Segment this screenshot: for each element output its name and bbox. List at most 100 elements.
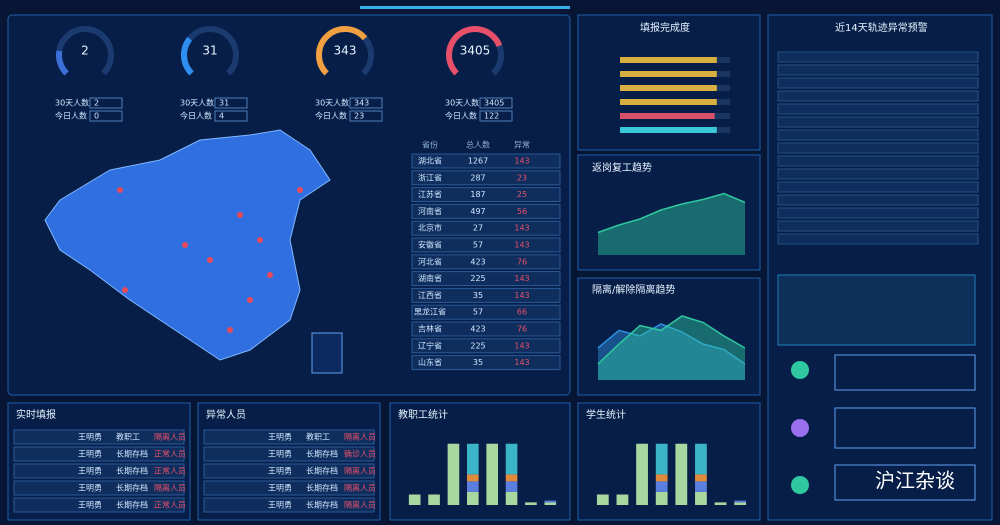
trajectory-row bbox=[777, 116, 979, 128]
table-cell: 35 bbox=[473, 358, 483, 367]
table-cell: 187 bbox=[470, 190, 485, 199]
table-cell: 湖北省 bbox=[418, 156, 442, 166]
bar bbox=[695, 474, 707, 482]
bar bbox=[544, 500, 557, 503]
bar bbox=[544, 502, 557, 505]
bar bbox=[467, 443, 479, 475]
list-cell: 王明勇 bbox=[78, 501, 102, 510]
table-cell: 57 bbox=[473, 308, 483, 317]
table-cell: 143 bbox=[514, 224, 529, 233]
list-cell: 王明勇 bbox=[268, 467, 292, 476]
gauge-arc bbox=[316, 26, 368, 76]
gauge-arc bbox=[446, 26, 503, 76]
line bbox=[597, 315, 746, 365]
bar bbox=[636, 443, 648, 505]
area bbox=[598, 324, 745, 380]
stat-box bbox=[214, 110, 248, 122]
list-cell: 长期存档 bbox=[306, 466, 338, 476]
watermark: 沪江杂谈 bbox=[875, 469, 955, 493]
table-cell: 143 bbox=[514, 241, 529, 250]
table-cell: 76 bbox=[517, 325, 527, 334]
table-row bbox=[411, 220, 561, 236]
table-cell: 江苏省 bbox=[418, 189, 442, 199]
list-cell: 长期存档 bbox=[116, 449, 148, 459]
bar bbox=[714, 502, 727, 505]
list-row bbox=[203, 497, 375, 513]
table-row bbox=[411, 271, 561, 287]
table-cell: 56 bbox=[517, 207, 527, 216]
list-row bbox=[13, 497, 185, 513]
table-header: 省份 bbox=[422, 140, 438, 150]
table-cell: 143 bbox=[514, 358, 529, 367]
table-cell: 1267 bbox=[468, 157, 488, 166]
panel-title: 异常人员 bbox=[206, 408, 246, 421]
table-cell: 143 bbox=[514, 341, 529, 350]
list-cell: 隔离人员 bbox=[344, 500, 376, 510]
list-cell: 长期存档 bbox=[306, 500, 338, 510]
list-cell: 王明勇 bbox=[78, 484, 102, 493]
panel-title: 近14天轨迹异常预警 bbox=[835, 21, 928, 34]
area bbox=[598, 193, 745, 255]
list-cell: 长期存档 bbox=[306, 449, 338, 459]
table-row bbox=[411, 170, 561, 186]
list-cell: 长期存档 bbox=[116, 483, 148, 493]
panel-title: 填报完成度 bbox=[640, 21, 690, 34]
table-cell: 225 bbox=[470, 274, 485, 283]
list-cell: 隔离人员 bbox=[344, 466, 376, 476]
table-cell: 黑龙江省 bbox=[414, 307, 446, 317]
gauge-arc bbox=[181, 36, 194, 76]
stat-value: 122 bbox=[484, 112, 499, 121]
list-cell: 王明勇 bbox=[268, 501, 292, 510]
progress-bar bbox=[620, 71, 717, 77]
stat-label: 今日人数 bbox=[315, 111, 347, 121]
list-cell: 教职工 bbox=[116, 432, 140, 442]
stat-box bbox=[89, 97, 123, 109]
list-row bbox=[13, 463, 185, 479]
top-line bbox=[360, 6, 570, 9]
list-cell: 长期存档 bbox=[116, 500, 148, 510]
list-cell: 王明勇 bbox=[78, 433, 102, 442]
table-cell: 湖南省 bbox=[418, 273, 442, 283]
bar bbox=[675, 443, 688, 505]
bar bbox=[596, 494, 609, 505]
progress-bar bbox=[620, 99, 717, 105]
list-row bbox=[203, 480, 375, 496]
event-box bbox=[834, 354, 976, 391]
stat-box bbox=[214, 97, 248, 109]
trajectory-row bbox=[777, 207, 979, 219]
stat-value: 23 bbox=[354, 112, 364, 121]
list-cell: 正常人员 bbox=[154, 450, 186, 459]
stat-value: 31 bbox=[219, 99, 229, 108]
panel-title: 实时填报 bbox=[16, 408, 56, 421]
trajectory-row bbox=[777, 64, 979, 76]
pin-icon bbox=[791, 419, 809, 437]
list-cell: 王明勇 bbox=[268, 450, 292, 459]
event-box bbox=[834, 407, 976, 449]
panel-title: 学生统计 bbox=[586, 408, 626, 421]
trajectory-row bbox=[777, 155, 979, 167]
gauge-value: 2 bbox=[81, 44, 89, 58]
trajectory-row bbox=[777, 51, 979, 63]
return-panel bbox=[577, 154, 761, 271]
table-row bbox=[411, 287, 561, 303]
bar bbox=[616, 494, 629, 505]
bar bbox=[505, 491, 518, 505]
table-row bbox=[411, 254, 561, 270]
stat-value: 343 bbox=[354, 99, 369, 108]
isolation-panel bbox=[577, 277, 761, 396]
bar bbox=[486, 443, 498, 505]
line bbox=[597, 192, 746, 234]
stat-box bbox=[89, 110, 123, 122]
list-cell: 王明勇 bbox=[78, 450, 102, 459]
list-row bbox=[13, 480, 185, 496]
table-cell: 27 bbox=[473, 224, 483, 233]
detail-box bbox=[777, 274, 976, 346]
table-cell: 安徽省 bbox=[418, 240, 442, 250]
stat-value: 0 bbox=[94, 112, 99, 121]
stat-label: 今日人数 bbox=[180, 111, 212, 121]
table-cell: 吉林省 bbox=[418, 324, 442, 334]
list-cell: 隔离人员 bbox=[344, 483, 376, 493]
bar bbox=[655, 474, 668, 482]
bar bbox=[695, 481, 707, 492]
table-cell: 143 bbox=[514, 274, 529, 283]
